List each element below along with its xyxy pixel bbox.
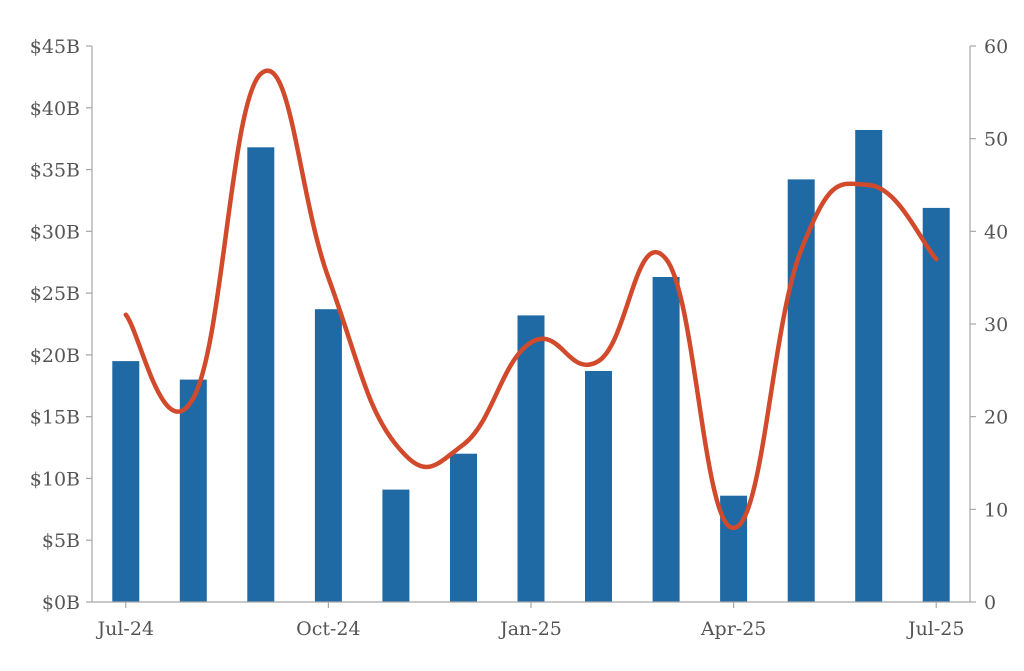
y-tick-label: $25B (30, 283, 80, 305)
x-tick-label: Apr-25 (700, 618, 767, 640)
y-tick-label: $30B (30, 221, 80, 243)
y2-tick-label: 50 (984, 129, 1008, 151)
y2-tick-label: 60 (984, 36, 1008, 58)
y2-tick-label: 40 (984, 221, 1008, 243)
line-series (123, 68, 939, 531)
bar-Nov-24 (382, 489, 410, 602)
bar-Sep-24 (247, 147, 275, 603)
bar-Feb-25 (585, 371, 612, 602)
left-y-ticks: $0B $5B $10B $15B $20B $25B $30B $35B $40B $45B (30, 36, 92, 614)
bar-Oct-24 (314, 309, 342, 602)
x-tick-label: Jul-24 (96, 618, 155, 640)
line-path (123, 68, 939, 531)
y-tick-label: $35B (30, 160, 80, 182)
y-tick-label: $15B (30, 407, 80, 429)
y2-tick-label: 0 (984, 592, 996, 614)
bar-May-25 (787, 179, 815, 602)
bar-Apr-25 (720, 495, 748, 602)
x-tick-label: Oct-24 (296, 618, 360, 640)
bar-Dec-24 (450, 453, 477, 602)
y-tick-label: $20B (30, 345, 80, 367)
x-tick-label: Jul-25 (906, 618, 965, 640)
right-y-ticks: 0 10 20 30 40 50 60 (970, 36, 1008, 614)
y2-tick-label: 20 (984, 407, 1008, 429)
y2-tick-label: 10 (984, 499, 1008, 521)
y2-tick-label: 30 (984, 314, 1008, 336)
y-tick-label: $10B (30, 468, 80, 490)
y-tick-label: $40B (30, 98, 80, 120)
bar-Jul-25 (922, 207, 950, 602)
bar-Aug-24 (179, 379, 207, 602)
bar-Jul-24 (112, 361, 140, 602)
bar-Mar-25 (652, 277, 680, 602)
bar-Jun-25 (855, 130, 883, 602)
x-tick-label: Jan-25 (498, 618, 562, 640)
y-tick-label: $5B (42, 530, 80, 552)
bar-Jan-25 (517, 315, 545, 602)
y-tick-label: $45B (30, 36, 80, 58)
y-tick-label: $0B (42, 592, 80, 614)
x-ticks: Jul-24 Oct-24 Jan-25 Apr-25 Jul-25 (96, 602, 965, 640)
bar-series (112, 130, 950, 603)
